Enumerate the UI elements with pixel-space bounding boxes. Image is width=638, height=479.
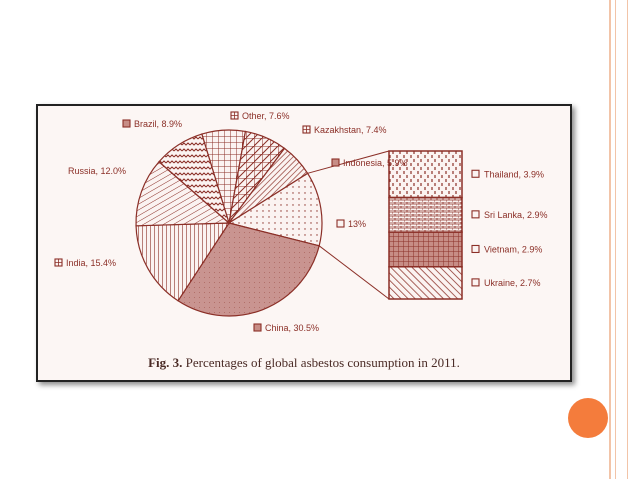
slice-label-china: China, 30.5%: [265, 323, 319, 333]
pie-slice-russia: [135, 160, 231, 227]
pie-slice-china: [177, 222, 320, 317]
legend-swatch: [471, 210, 480, 219]
decorative-line: [609, 0, 611, 479]
breakdown-bar-vietnam: [388, 231, 463, 268]
breakdown-label-vietnam: Vietnam, 2.9%: [484, 244, 542, 254]
legend-swatch: [471, 244, 480, 254]
legend-swatch: [471, 169, 480, 178]
breakdown-bar-ukraine: [388, 266, 463, 300]
legend-swatch-grid: [303, 126, 310, 133]
figure-caption: Fig. 3. Percentages of global asbestos c…: [148, 355, 460, 370]
decorative-line: [627, 0, 628, 479]
legend-swatch-grid: [55, 259, 62, 266]
slice-label-russia: Russia, 12.0%: [68, 166, 126, 176]
slice-label-brazil: Brazil, 8.9%: [134, 119, 182, 129]
breakdown-label-sri-lanka: Sri Lanka, 2.9%: [484, 210, 548, 220]
legend-swatch: [471, 278, 480, 287]
slice-label-other: Other, 7.6%: [242, 111, 290, 121]
pie-chart: Thailand, 3.9% Sri Lanka, 2.9% Vietnam, 2.…: [54, 111, 548, 333]
slice-label-indonesia: Indonesia, 5.9%: [343, 158, 408, 168]
slice-label-india: India, 15.4%: [66, 258, 116, 268]
slice-label-rest: 13%: [348, 219, 366, 229]
breakdown-label-ukraine: Ukraine, 2.7%: [484, 278, 541, 288]
legend-swatch: [122, 119, 131, 128]
legend-swatch: [336, 219, 345, 228]
legend-swatch-grid: [231, 112, 238, 119]
legend-swatch: [253, 323, 262, 332]
legend-swatch: [331, 158, 340, 167]
connector-line: [318, 245, 390, 300]
breakdown-bar-sri-lanka: [388, 196, 463, 233]
slice-label-kazakhstan: Kazakhstan, 7.4%: [314, 125, 387, 135]
pie-slice-brazil: [158, 133, 231, 225]
connector-line: [307, 150, 390, 174]
figure-panel: Thailand, 3.9% Sri Lanka, 2.9% Vietnam, 2.…: [36, 104, 572, 382]
pie-slice-rest: [227, 172, 323, 247]
decorative-line: [615, 0, 616, 479]
pie-slice-india: [135, 222, 231, 302]
orange-dot-decoration: [568, 398, 608, 438]
breakdown-label-thailand: Thailand, 3.9%: [484, 169, 544, 179]
